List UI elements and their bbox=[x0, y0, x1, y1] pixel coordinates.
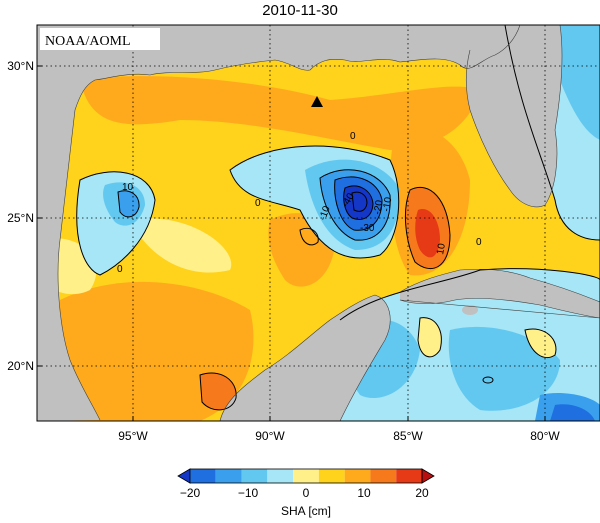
contour-label-minus30: -30 bbox=[360, 223, 375, 234]
colorbar-swatch bbox=[267, 469, 294, 483]
colorbar-swatch bbox=[215, 469, 242, 483]
lon-label-90w: 90°W bbox=[255, 429, 285, 443]
lon-label-85w: 85°W bbox=[393, 429, 423, 443]
mid-region-center bbox=[130, 218, 232, 273]
colorbar-frame bbox=[189, 468, 423, 484]
cold-eddy-center bbox=[343, 185, 373, 220]
land-usa-mexico-west bbox=[37, 25, 600, 421]
contour-label-0-top: 0 bbox=[350, 131, 356, 142]
credit-box bbox=[40, 28, 160, 50]
colorbar-arrow-low bbox=[177, 468, 191, 484]
colorbar-tick-label: 20 bbox=[415, 486, 429, 500]
colorbar-swatch bbox=[370, 469, 397, 483]
land-island bbox=[462, 305, 478, 315]
colorbar-swatch bbox=[241, 469, 268, 483]
contour-label-10-west: 10 bbox=[122, 182, 134, 193]
lon-label-80w: 80°W bbox=[530, 429, 560, 443]
contour-minus-40 bbox=[351, 191, 368, 212]
colorbar-tick-label: −10 bbox=[238, 486, 259, 500]
warm-region-north bbox=[80, 76, 480, 150]
graticule bbox=[37, 25, 600, 421]
contour-small-ring bbox=[299, 227, 319, 246]
contour-zero-south-2 bbox=[524, 328, 557, 359]
contour-label-0-west: 0 bbox=[117, 264, 123, 275]
contour-minus-10-west bbox=[117, 190, 140, 218]
contour-minus-10 bbox=[319, 169, 391, 241]
lat-label-25n: 25°N bbox=[7, 211, 34, 225]
contour-zero-central bbox=[229, 145, 400, 259]
colorbar-swatch bbox=[318, 469, 345, 483]
cold-eddy-west-core bbox=[118, 190, 140, 217]
mid-patch-south-2 bbox=[525, 329, 556, 358]
credit-label: NOAA/AOML bbox=[45, 34, 131, 49]
contour-label-0-east: 0 bbox=[476, 237, 482, 248]
cold-region-corner-core bbox=[550, 404, 595, 421]
colorbar-tick-label: −20 bbox=[180, 486, 201, 500]
contour-plus-10-east bbox=[405, 186, 451, 270]
coastlines bbox=[57, 25, 600, 421]
contour-zero-south-1 bbox=[417, 317, 442, 358]
colorbar-swatch bbox=[344, 469, 371, 483]
contour-plus-10-southwest bbox=[199, 372, 237, 411]
axis-ticks bbox=[37, 65, 546, 421]
contour-label-minus10-west: -10 bbox=[317, 204, 332, 222]
map-title: 2010-11-30 bbox=[262, 2, 338, 19]
colorbar-label: SHA [cm] bbox=[281, 504, 331, 518]
lat-label-30n: 30°N bbox=[7, 59, 34, 73]
contour-label-minus10-east: -10 bbox=[381, 196, 394, 213]
contour-label-10-east: 10 bbox=[435, 242, 448, 255]
colorbar-tick-label: 0 bbox=[303, 486, 310, 500]
triangle-marker-icon bbox=[311, 96, 323, 107]
contour-label-minus20: -20 bbox=[372, 199, 385, 216]
hot-core-inner bbox=[415, 209, 440, 258]
contour-zero-south bbox=[339, 268, 600, 321]
contour-lines bbox=[76, 25, 600, 411]
colorbar-arrow-high bbox=[421, 468, 435, 484]
land-cuba bbox=[400, 269, 600, 318]
mid-patch-south-1 bbox=[418, 317, 442, 357]
contour-tiny-ring bbox=[482, 376, 494, 384]
lat-label-20n: 20°N bbox=[7, 359, 34, 373]
lon-label-95w: 95°W bbox=[118, 429, 148, 443]
contour-zero-atlantic bbox=[504, 25, 600, 241]
contour-label-0-left: 0 bbox=[255, 198, 261, 209]
colorbar-swatch bbox=[293, 469, 319, 483]
land-yucatan bbox=[220, 295, 391, 421]
land-florida bbox=[466, 25, 563, 207]
colorbar-swatch bbox=[190, 469, 216, 483]
colorbar-tick-label: 10 bbox=[357, 486, 371, 500]
contour-zero-west bbox=[76, 171, 156, 276]
hot-core-southwest bbox=[200, 372, 237, 410]
contour-minus-20 bbox=[334, 176, 383, 231]
colorbar: −20 −10 0 10 20 bbox=[177, 468, 435, 500]
map-frame bbox=[36, 24, 600, 422]
colorbar-swatch bbox=[396, 469, 422, 483]
map-area bbox=[37, 25, 600, 421]
